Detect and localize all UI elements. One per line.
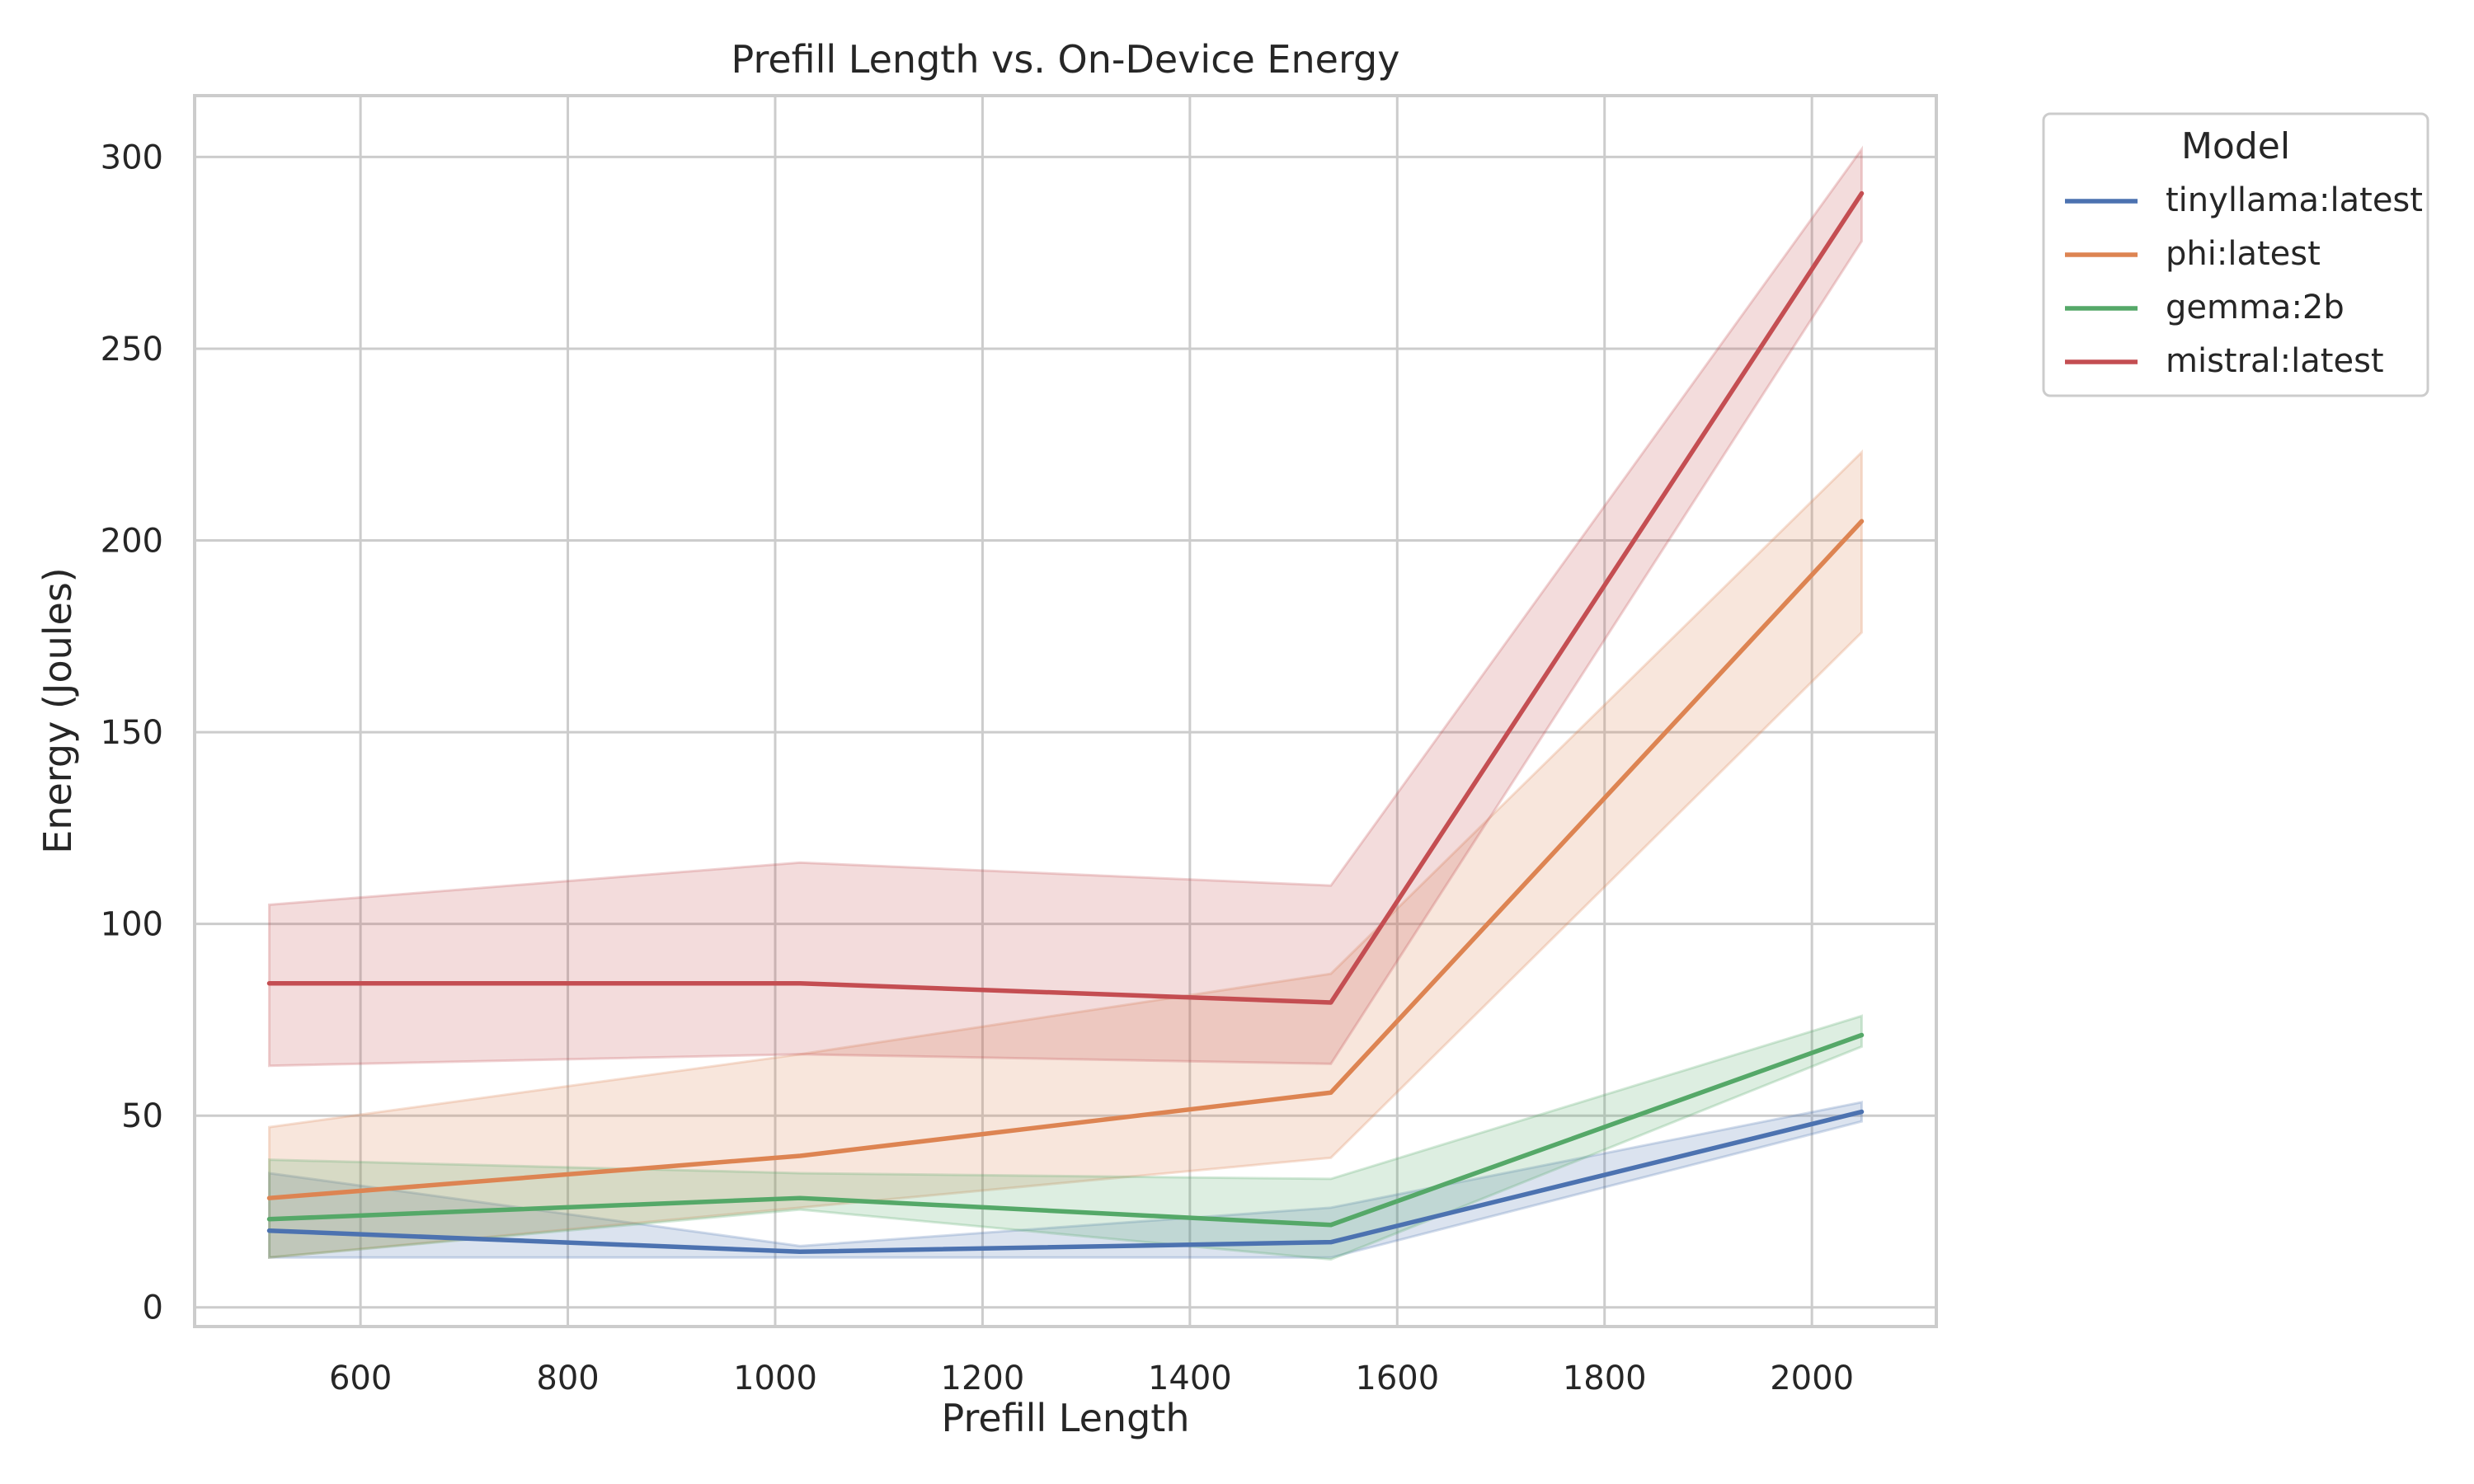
- series-line-phi-latest: [266, 519, 1865, 1200]
- data-point-phi-latest-1024: [797, 1153, 802, 1158]
- ci-band-mistral-latest: [268, 145, 1863, 1068]
- chart-title: Prefill Length vs. On-Device Energy: [731, 37, 1400, 82]
- legend-label-phi-latest: phi:latest: [2166, 235, 2321, 273]
- legend-items: tinyllama:latest phi:latest gemma:2b mistra…: [2065, 181, 2423, 380]
- legend-title: Model: [2181, 125, 2290, 167]
- x-tick-label-1600: 1600: [1355, 1360, 1439, 1397]
- series-line-mistral-latest: [266, 190, 1865, 1005]
- data-point-mistral-latest-512: [267, 981, 272, 986]
- plot-frame: [193, 94, 1938, 1328]
- data-point-gemma-2b-2048: [1859, 1033, 1864, 1038]
- data-point-mistral-latest-2048: [1859, 191, 1864, 196]
- data-point-mistral-latest-1024: [797, 981, 802, 986]
- legend-label-mistral-latest: mistral:latest: [2166, 342, 2384, 380]
- x-tick-label-1800: 1800: [1563, 1360, 1647, 1397]
- x-tick-label-1000: 1000: [733, 1360, 817, 1397]
- confidence-bands: [268, 145, 1863, 1261]
- tick-labels: 600 800 1000 1200 1400 1600 1800 2000 0 50 100 150 2…: [101, 139, 1854, 1397]
- data-point-phi-latest-2048: [1859, 519, 1864, 524]
- data-point-phi-latest-1536: [1329, 1090, 1333, 1095]
- data-point-mistral-latest-1536: [1329, 1000, 1333, 1005]
- y-tick-label-100: 100: [101, 906, 163, 944]
- data-point-gemma-2b-512: [267, 1217, 272, 1222]
- x-tick-label-1400: 1400: [1148, 1360, 1232, 1397]
- y-axis-label: Energy (Joules): [35, 567, 80, 853]
- data-point-tinyllama-latest-1024: [797, 1249, 802, 1254]
- x-tick-label-2000: 2000: [1770, 1360, 1854, 1397]
- legend-frame: [2042, 112, 2429, 397]
- y-tick-label-0: 0: [143, 1289, 163, 1327]
- x-axis-label: Prefill Length: [942, 1396, 1190, 1440]
- y-tick-label-150: 150: [101, 714, 163, 752]
- ci-band-phi-latest: [268, 448, 1863, 1259]
- x-tick-label-600: 600: [329, 1360, 392, 1397]
- data-point-gemma-2b-1024: [797, 1195, 802, 1200]
- data-point-tinyllama-latest-512: [267, 1228, 272, 1233]
- data-point-gemma-2b-1536: [1329, 1223, 1333, 1228]
- data-point-tinyllama-latest-1536: [1329, 1240, 1333, 1245]
- ci-band-tinyllama-latest: [268, 1101, 1863, 1259]
- series-lines: [266, 190, 1865, 1255]
- y-tick-label-300: 300: [101, 139, 163, 176]
- x-tick-label-800: 800: [536, 1360, 599, 1397]
- legend-label-tinyllama-latest: tinyllama:latest: [2166, 181, 2423, 219]
- ci-band-gemma-2b: [268, 1014, 1863, 1261]
- y-tick-label-200: 200: [101, 523, 163, 561]
- y-tick-label-50: 50: [121, 1097, 163, 1135]
- legend: Model tinyllama:latest phi:latest gemma:2b…: [2042, 112, 2429, 397]
- legend-label-gemma-2b: gemma:2b: [2166, 289, 2345, 326]
- data-point-phi-latest-512: [267, 1195, 272, 1200]
- series-line-gemma-2b: [266, 1032, 1865, 1228]
- y-tick-label-250: 250: [101, 331, 163, 369]
- x-tick-label-1200: 1200: [941, 1360, 1025, 1397]
- data-point-tinyllama-latest-2048: [1859, 1110, 1864, 1115]
- series-line-tinyllama-latest: [266, 1109, 1865, 1255]
- grid: [195, 96, 1936, 1327]
